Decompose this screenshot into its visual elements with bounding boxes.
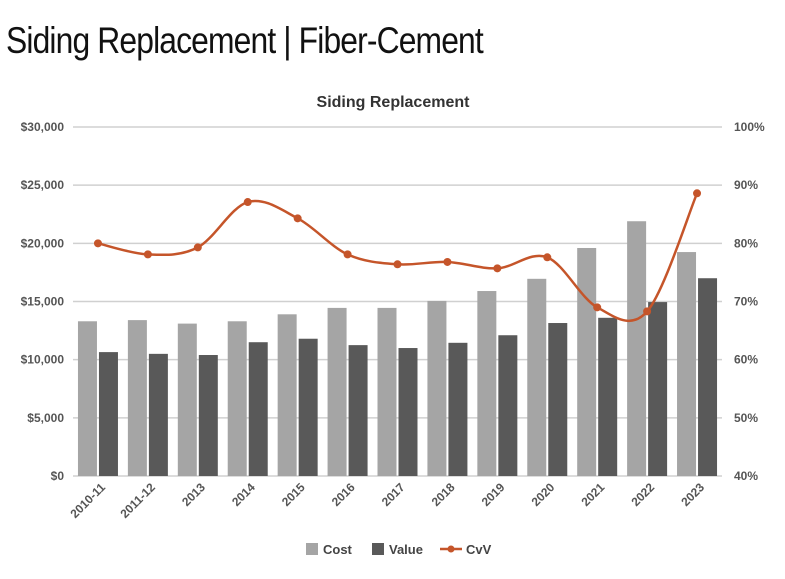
cvv-point bbox=[193, 243, 202, 252]
bar-value bbox=[548, 323, 568, 476]
page-title: Siding Replacement | Fiber-Cement bbox=[6, 20, 484, 61]
bar-value bbox=[398, 348, 418, 476]
bar-cost bbox=[477, 291, 497, 476]
x-tick-label: 2011-12 bbox=[117, 480, 158, 521]
cvv-point bbox=[93, 239, 102, 248]
x-tick-label: 2010-11 bbox=[68, 480, 109, 521]
right-tick-label: 60% bbox=[734, 353, 758, 367]
right-tick-label: 90% bbox=[734, 178, 758, 192]
cvv-point bbox=[343, 250, 352, 259]
bar-cost bbox=[77, 321, 97, 476]
left-tick-label: $20,000 bbox=[21, 236, 65, 250]
cvv-point bbox=[143, 250, 152, 259]
legend-label-cost: Cost bbox=[323, 542, 353, 557]
cvv-point bbox=[693, 189, 702, 198]
bar-cost bbox=[677, 252, 697, 476]
bar-cost bbox=[327, 307, 347, 476]
bar-value bbox=[98, 352, 118, 476]
x-tick-label: 2014 bbox=[229, 480, 258, 509]
bar-value bbox=[648, 302, 668, 476]
left-tick-label: $15,000 bbox=[21, 295, 65, 309]
bar-value bbox=[498, 335, 518, 476]
x-tick-label: 2019 bbox=[479, 480, 508, 509]
x-tick-label: 2020 bbox=[529, 480, 558, 509]
legend-marker-cvv bbox=[447, 545, 455, 553]
cvv-point bbox=[243, 198, 252, 207]
bar-cost bbox=[577, 247, 597, 476]
right-tick-label: 40% bbox=[734, 469, 758, 483]
bar-value bbox=[698, 278, 718, 476]
bar-cost bbox=[277, 314, 297, 476]
cvv-point bbox=[393, 260, 402, 269]
cvv-point bbox=[293, 214, 302, 223]
x-tick-label: 2013 bbox=[179, 480, 208, 509]
left-tick-label: $25,000 bbox=[21, 178, 65, 192]
x-tick-label: 2023 bbox=[678, 480, 707, 509]
right-tick-label: 80% bbox=[734, 236, 758, 250]
x-tick-label: 2015 bbox=[279, 480, 308, 509]
bar-value bbox=[248, 342, 268, 476]
right-tick-label: 100% bbox=[734, 120, 765, 134]
right-tick-label: 50% bbox=[734, 411, 758, 425]
right-tick-label: 70% bbox=[734, 295, 758, 309]
bar-value bbox=[148, 353, 168, 476]
x-tick-label: 2022 bbox=[628, 480, 657, 509]
legend-swatch-cost bbox=[306, 543, 318, 555]
bar-cost bbox=[627, 221, 647, 476]
bar-value bbox=[448, 342, 468, 476]
legend-label-cvv: CvV bbox=[466, 542, 492, 557]
left-tick-label: $30,000 bbox=[21, 120, 65, 134]
bar-value bbox=[598, 317, 618, 476]
bar-cost bbox=[527, 278, 547, 476]
left-tick-label: $5,000 bbox=[27, 411, 64, 425]
cvv-point bbox=[443, 257, 452, 266]
legend-swatch-value bbox=[372, 543, 384, 555]
chart-title: Siding Replacement bbox=[317, 94, 471, 111]
bar-cost bbox=[227, 321, 247, 476]
cvv-point bbox=[493, 264, 502, 273]
x-tick-label: 2021 bbox=[579, 480, 608, 509]
bar-value bbox=[298, 338, 318, 476]
x-tick-label: 2016 bbox=[329, 480, 358, 509]
cvv-point bbox=[593, 303, 602, 312]
bar-cost bbox=[427, 300, 447, 476]
bar-value bbox=[198, 355, 218, 476]
bar-cost bbox=[377, 307, 397, 476]
cvv-point bbox=[543, 253, 552, 262]
left-tick-label: $10,000 bbox=[21, 353, 65, 367]
left-tick-label: $0 bbox=[51, 469, 65, 483]
legend-label-value: Value bbox=[389, 542, 423, 557]
bar-value bbox=[348, 345, 368, 476]
x-tick-label: 2017 bbox=[379, 480, 408, 509]
bar-cost bbox=[177, 323, 197, 476]
cvv-point bbox=[643, 307, 652, 316]
x-tick-label: 2018 bbox=[429, 480, 458, 509]
bar-cost bbox=[127, 320, 147, 476]
